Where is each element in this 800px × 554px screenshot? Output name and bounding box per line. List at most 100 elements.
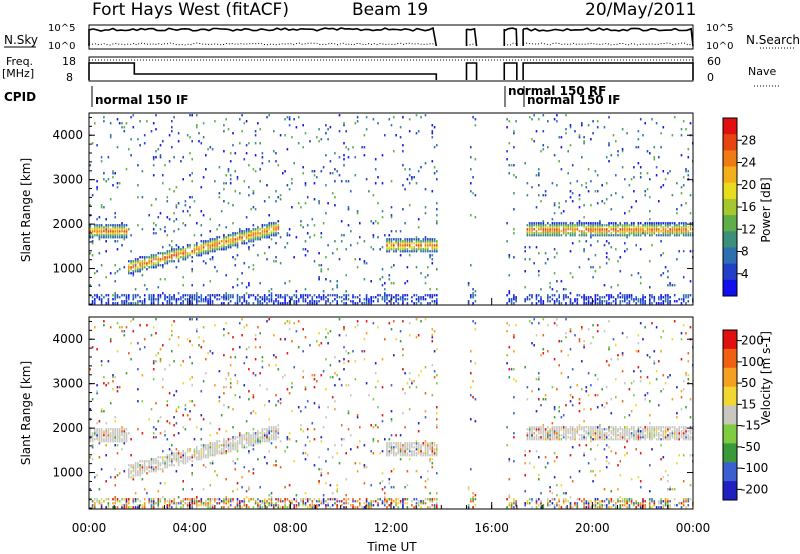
power-cell: [390, 296, 393, 299]
power-cell: [395, 250, 397, 253]
power-cell: [685, 170, 687, 173]
power-cell: [513, 130, 515, 133]
power-cell: [583, 302, 585, 305]
power-cell: [177, 248, 180, 251]
velocity-cell: [420, 370, 422, 373]
velocity-cell: [406, 502, 409, 505]
velocity-cell: [157, 464, 160, 467]
power-cell: [336, 248, 338, 251]
power-cell: [252, 232, 255, 235]
power-cell: [207, 242, 209, 245]
velocity-cell: [574, 502, 576, 505]
power-cell: [531, 294, 533, 297]
velocity-cell: [436, 506, 438, 509]
power-cell: [603, 126, 606, 129]
power-cell: [565, 200, 567, 203]
velocity-cell: [180, 500, 182, 503]
power-cell: [291, 298, 293, 301]
power-cell: [268, 232, 270, 235]
velocity-cell: [562, 432, 565, 435]
power-cell: [510, 298, 513, 301]
velocity-cell: [143, 338, 146, 341]
power-cell: [211, 248, 214, 251]
power-cell: [155, 258, 157, 261]
velocity-cell: [408, 454, 411, 457]
power-cell: [223, 294, 225, 297]
velocity-cell: [141, 478, 144, 481]
power-cell: [182, 284, 184, 287]
power-cell: [651, 244, 653, 247]
power-cell: [680, 298, 683, 301]
power-cell: [218, 196, 221, 199]
power-cell: [148, 260, 150, 263]
velocity-cell: [322, 370, 325, 373]
velocity-cell: [254, 438, 257, 441]
velocity-cell: [334, 444, 336, 447]
velocity-cell: [553, 438, 556, 441]
power-cell: [114, 236, 116, 239]
power-cell: [590, 266, 592, 269]
velocity-cell: [243, 362, 246, 365]
power-cell: [542, 302, 545, 305]
velocity-cell: [239, 502, 241, 505]
velocity-cell: [177, 344, 180, 347]
power-cell: [241, 130, 243, 133]
velocity-cell: [311, 502, 314, 505]
power-cell: [402, 150, 404, 153]
velocity-cell: [533, 436, 535, 439]
power-cell: [576, 226, 579, 229]
power-cell: [669, 284, 671, 287]
power-cell: [107, 178, 110, 181]
power-cell: [506, 240, 508, 243]
velocity-cell: [436, 406, 438, 409]
power-cell: [601, 300, 603, 303]
velocity-cell: [245, 436, 248, 439]
power-cell: [436, 300, 438, 303]
velocity-cell: [429, 506, 431, 509]
velocity-cell: [189, 356, 191, 359]
velocity-cell: [259, 436, 261, 439]
power-cell: [105, 224, 107, 227]
velocity-cell: [422, 454, 425, 457]
velocity-cell: [105, 384, 107, 387]
power-cell: [583, 142, 585, 145]
power-cell: [252, 192, 255, 195]
power-cell: [411, 176, 413, 179]
power-cell: [599, 222, 601, 225]
power-cell: [395, 230, 397, 233]
power-cell: [196, 114, 198, 117]
power-cell: [121, 224, 123, 227]
velocity-cell: [116, 390, 119, 393]
power-cell: [182, 156, 184, 159]
power-cell: [107, 236, 110, 239]
velocity-cell: [356, 470, 359, 473]
power-cell: [406, 238, 409, 241]
power-cell: [209, 258, 212, 261]
velocity-cell: [121, 426, 123, 429]
power-cell: [295, 236, 298, 239]
velocity-cell: [402, 498, 404, 501]
power-cell: [322, 296, 325, 299]
velocity-cell: [130, 342, 132, 345]
power-cell: [565, 222, 567, 225]
power-cell: [603, 284, 606, 287]
velocity-cell: [578, 338, 581, 341]
power-cell: [225, 174, 227, 177]
power-cell: [560, 136, 563, 139]
power-cell: [556, 222, 558, 225]
power-cell: [427, 238, 429, 241]
velocity-cell: [304, 458, 307, 461]
velocity-cell: [390, 448, 393, 451]
freq-tick-high: 18: [62, 55, 76, 68]
power-cell: [275, 242, 277, 245]
velocity-cell: [171, 330, 173, 333]
power-cell: [300, 224, 302, 227]
velocity-cell: [171, 334, 173, 337]
velocity-cell: [196, 330, 198, 333]
velocity-cell: [227, 498, 230, 501]
power-cell: [248, 238, 250, 241]
power-cell: [325, 154, 327, 157]
power-cell: [173, 212, 175, 215]
power-cell: [583, 248, 585, 251]
velocity-cell: [134, 500, 137, 503]
